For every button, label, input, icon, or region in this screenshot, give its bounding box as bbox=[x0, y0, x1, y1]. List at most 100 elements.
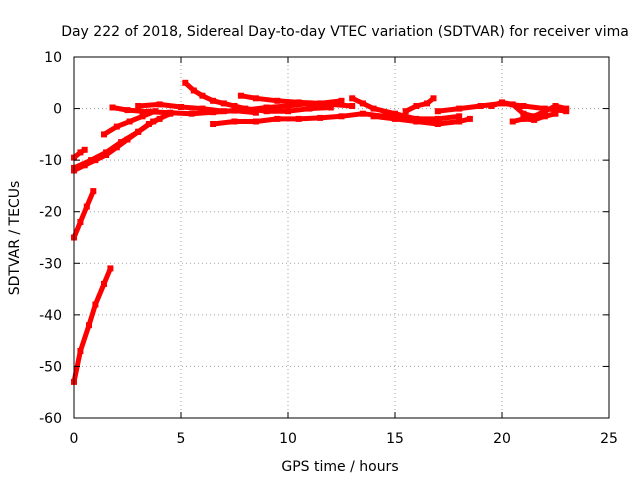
data-point bbox=[370, 113, 377, 120]
data-point bbox=[182, 79, 189, 86]
x-tick-label: 15 bbox=[386, 431, 404, 447]
data-point bbox=[488, 103, 495, 109]
plot-frame bbox=[73, 56, 610, 419]
data-point bbox=[242, 105, 249, 112]
data-point bbox=[135, 128, 142, 135]
data-point bbox=[103, 149, 110, 156]
data-point bbox=[531, 116, 538, 123]
series-arc-9 bbox=[182, 79, 334, 115]
data-point bbox=[237, 92, 244, 99]
data-point bbox=[563, 105, 570, 112]
data-point bbox=[413, 118, 420, 125]
data-point bbox=[349, 103, 356, 109]
data-point bbox=[430, 95, 437, 102]
y-tick-label: -20 bbox=[39, 205, 62, 221]
data-point bbox=[263, 104, 270, 111]
data-point bbox=[456, 105, 463, 112]
data-point bbox=[77, 149, 84, 156]
data-point bbox=[101, 131, 107, 138]
data-point bbox=[139, 113, 146, 120]
data-point bbox=[499, 99, 505, 106]
data-point bbox=[327, 104, 334, 111]
data-point bbox=[359, 100, 366, 107]
chart-title: Day 222 of 2018, Sidereal Day-to-day VTE… bbox=[61, 24, 629, 40]
data-point bbox=[285, 103, 291, 109]
data-point bbox=[541, 108, 548, 115]
x-tick-label: 10 bbox=[279, 431, 297, 447]
data-point bbox=[466, 115, 473, 122]
data-point bbox=[190, 87, 197, 94]
data-point bbox=[145, 108, 152, 115]
data-point bbox=[338, 97, 345, 104]
data-point bbox=[210, 97, 217, 104]
y-tick-label: -10 bbox=[39, 153, 62, 169]
data-point bbox=[274, 97, 281, 104]
data-point bbox=[317, 100, 324, 107]
y-tick-label: -60 bbox=[39, 411, 62, 427]
series-arc-16 bbox=[488, 99, 570, 120]
y-tick-label: 10 bbox=[44, 50, 62, 66]
data-point bbox=[274, 115, 281, 122]
data-point bbox=[306, 105, 313, 112]
data-point bbox=[199, 92, 206, 99]
data-point bbox=[156, 101, 163, 108]
data-point bbox=[252, 109, 259, 116]
data-point bbox=[77, 348, 84, 354]
data-point bbox=[434, 108, 441, 115]
data-point bbox=[77, 219, 84, 225]
data-point bbox=[92, 301, 99, 308]
y-tick-label: -30 bbox=[39, 256, 62, 272]
data-point bbox=[86, 322, 92, 329]
data-point bbox=[413, 103, 420, 109]
data-point bbox=[167, 109, 174, 116]
data-point bbox=[317, 114, 324, 121]
data-point bbox=[135, 103, 142, 109]
data-point bbox=[150, 118, 157, 125]
data-point bbox=[83, 203, 90, 210]
data-point bbox=[552, 110, 559, 117]
y-tick-label: -40 bbox=[39, 308, 62, 324]
x-tick-label: 0 bbox=[70, 431, 79, 447]
series-arc-14 bbox=[402, 95, 437, 115]
data-point bbox=[101, 280, 107, 287]
data-point bbox=[118, 139, 125, 146]
series-line bbox=[403, 95, 436, 114]
series-arc-11 bbox=[237, 92, 345, 107]
x-tick-labels: 0 5 10 15 20 25 bbox=[70, 431, 618, 447]
data-point bbox=[509, 118, 516, 125]
data-point bbox=[252, 118, 259, 125]
data-point bbox=[552, 103, 559, 109]
y-axis-label: SDTVAR / TECUs bbox=[7, 181, 23, 296]
data-point bbox=[252, 95, 259, 102]
data-point bbox=[81, 146, 88, 153]
data-point bbox=[124, 107, 131, 114]
data-point bbox=[107, 265, 114, 272]
data-point bbox=[231, 103, 238, 109]
axis-ticks bbox=[73, 56, 610, 419]
data-series bbox=[71, 79, 570, 385]
data-point bbox=[349, 95, 356, 102]
data-point bbox=[210, 121, 217, 127]
data-point bbox=[263, 108, 270, 115]
data-point bbox=[509, 101, 516, 108]
series-arc-5 bbox=[71, 110, 174, 171]
data-point bbox=[220, 108, 227, 115]
data-point bbox=[402, 108, 409, 115]
data-point bbox=[295, 115, 302, 122]
data-point bbox=[178, 104, 184, 110]
y-tick-label: -50 bbox=[39, 359, 62, 375]
series-arc-1 bbox=[71, 265, 114, 385]
data-point bbox=[199, 105, 206, 112]
x-tick-label: 20 bbox=[493, 431, 511, 447]
data-point bbox=[188, 110, 195, 117]
data-point bbox=[456, 113, 463, 120]
data-point bbox=[392, 115, 398, 122]
data-point bbox=[295, 99, 302, 106]
data-point bbox=[88, 157, 95, 164]
data-point bbox=[541, 113, 548, 120]
data-point bbox=[434, 121, 441, 127]
data-point bbox=[456, 118, 463, 125]
data-point bbox=[531, 113, 538, 120]
data-point bbox=[370, 105, 377, 112]
